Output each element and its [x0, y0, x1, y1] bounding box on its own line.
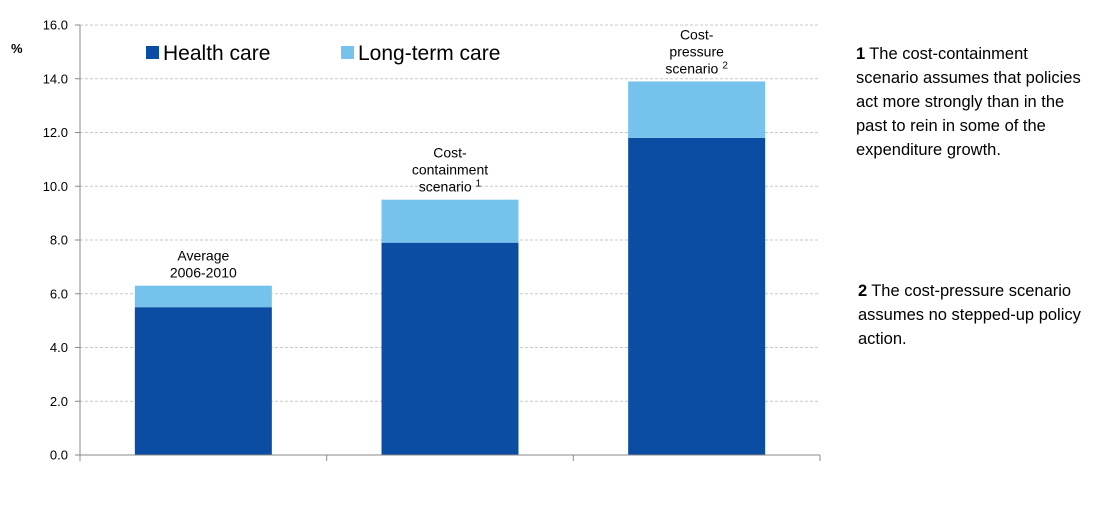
category-label-line: pressure: [669, 43, 724, 59]
footnote-1: 1 The cost-containment scenario assumes t…: [856, 42, 1086, 162]
bar-long-term-care-2: [381, 199, 519, 243]
footnote-2-number: 2: [858, 282, 868, 300]
y-tick-label: 12.0: [43, 125, 68, 140]
stacked-bar-chart: 0.0 2.0 4.0 6.0 8.0 10.0 12.0 14.0 16.0 % Averag…: [11, 18, 821, 463]
y-tick-label: 0.0: [50, 448, 68, 463]
legend-label-long-term-care: Long-term care: [358, 42, 500, 65]
legend-swatch-long-term-care: [341, 46, 354, 59]
y-tick-label: 4.0: [50, 340, 68, 355]
bars: [134, 81, 766, 455]
footnote-1-text: The cost-containment scenario assumes th…: [856, 45, 1081, 159]
y-tick-label: 2.0: [50, 394, 68, 409]
category-label-line: containment: [412, 162, 488, 178]
category-label-line: Cost-: [680, 26, 714, 42]
legend-label-health-care: Health care: [163, 42, 270, 65]
footnote-2: 2 The cost-pressure scenario assumes no s…: [858, 279, 1088, 351]
footnote-1-number: 1: [856, 45, 866, 63]
category-label-3: Cost-pressure scenario 2: [665, 26, 728, 76]
y-tick-label: 16.0: [43, 18, 68, 33]
bar-long-term-care-3: [628, 81, 766, 138]
category-label-2: Cost-containment scenario 1: [412, 145, 488, 195]
y-tick-label: 8.0: [50, 233, 68, 248]
category-label-line: scenario: [419, 179, 472, 195]
category-label-line: scenario: [665, 60, 718, 76]
category-label-line: 2006-2010: [170, 265, 237, 281]
legend: Health care Long-term care: [146, 42, 500, 65]
bar-health-care-3: [628, 137, 766, 455]
category-label-line: Cost-: [433, 145, 467, 161]
category-label-1: Average 2006-2010: [170, 248, 237, 281]
category-label-superscript: 2: [722, 60, 728, 71]
category-label-superscript: 1: [476, 179, 482, 190]
bar-health-care-2: [381, 242, 519, 455]
bar-long-term-care-1: [134, 285, 272, 308]
bar-health-care-1: [134, 307, 272, 455]
y-tick-label: 10.0: [43, 179, 68, 194]
y-tick-label: 14.0: [43, 71, 68, 86]
footnote-2-text: The cost-pressure scenario assumes no st…: [858, 282, 1081, 348]
category-label-line: Average: [177, 248, 229, 264]
x-axis: [79, 454, 821, 461]
legend-swatch-health-care: [146, 46, 159, 59]
y-axis: 0.0 2.0 4.0 6.0 8.0 10.0 12.0 14.0 16.0: [43, 18, 81, 463]
y-axis-label: %: [11, 41, 23, 56]
y-tick-label: 6.0: [50, 286, 68, 301]
